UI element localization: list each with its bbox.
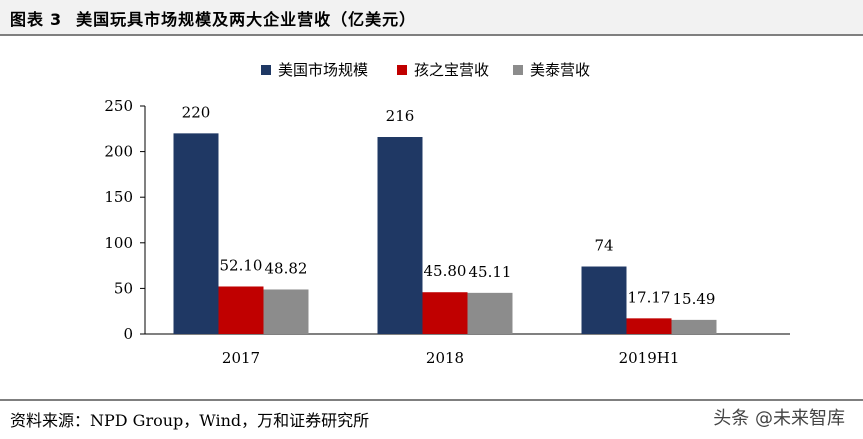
source-note: 资料来源：NPD Group，Wind，万和证券研究所 <box>10 411 370 430</box>
y-tick-label: 100 <box>104 234 133 252</box>
legend-swatch <box>261 65 271 75</box>
bar <box>626 318 672 334</box>
y-tick-label: 150 <box>104 188 133 206</box>
legend-label: 美国市场规模 <box>278 61 368 79</box>
footer-divider <box>0 399 863 401</box>
figure-label: 图表 <box>10 10 45 29</box>
data-label: 15.49 <box>673 290 716 308</box>
bar-chart: 0 50 100 150 200 250 220 52.10 48.82 2017 216 45.80… <box>104 61 790 367</box>
figure-header: 图表 3 美国玩具市场规模及两大企业营收（亿美元） <box>0 0 863 36</box>
data-label: 45.80 <box>424 262 467 280</box>
data-label: 52.10 <box>220 256 263 274</box>
bar <box>173 133 219 334</box>
bar <box>581 266 627 334</box>
y-tick-label: 250 <box>104 97 133 115</box>
x-tick-label: 2018 <box>426 349 464 367</box>
data-label: 74 <box>594 237 613 255</box>
bar <box>218 286 264 334</box>
bar <box>263 289 309 334</box>
figure-caption: 图表 3 美国玩具市场规模及两大企业营收（亿美元） <box>10 6 416 30</box>
y-tick-label: 50 <box>114 279 133 297</box>
data-label: 216 <box>386 107 415 125</box>
data-label: 45.11 <box>469 263 512 281</box>
bar <box>671 319 717 334</box>
bar <box>377 137 423 334</box>
bar <box>467 292 513 334</box>
figure-number: 3 <box>50 10 63 29</box>
y-tick-label: 200 <box>104 143 133 161</box>
chart-title: 美国玩具市场规模及两大企业营收（亿美元） <box>76 10 417 29</box>
x-tick-label: 2017 <box>222 349 260 367</box>
x-tick-label: 2019H1 <box>619 349 680 367</box>
legend-label: 孩之宝营收 <box>414 61 489 79</box>
legend-swatch <box>397 65 407 75</box>
data-label: 17.17 <box>628 288 671 306</box>
watermark: 头条 @未来智库 <box>713 408 845 429</box>
y-tick-label: 0 <box>123 325 133 343</box>
legend-swatch <box>513 65 523 75</box>
data-label: 48.82 <box>265 259 308 277</box>
bar <box>422 292 468 334</box>
legend-label: 美泰营收 <box>530 61 590 79</box>
data-label: 220 <box>182 103 211 121</box>
